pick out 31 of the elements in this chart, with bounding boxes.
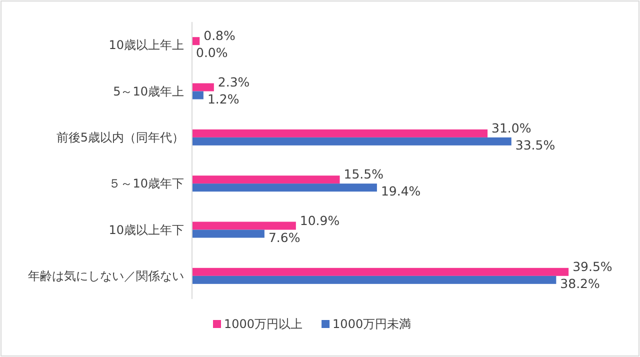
bar (192, 230, 264, 238)
legend-label: 1000万円未満 (332, 317, 412, 331)
data-label: 7.6% (268, 230, 300, 245)
data-label: 19.4% (380, 184, 421, 199)
data-label: 39.5% (572, 258, 612, 274)
bar (192, 268, 569, 276)
bar (192, 91, 204, 100)
data-label: 0.8% (204, 28, 236, 44)
bar (192, 276, 556, 284)
data-label: 15.5% (344, 166, 384, 182)
bar (192, 37, 200, 46)
bar (192, 222, 296, 230)
bar (192, 137, 512, 146)
data-label: 38.2% (560, 276, 600, 291)
bar (192, 83, 214, 92)
data-label: 31.0% (492, 120, 532, 136)
y-tick-label: 前後5歳以内（同年代） (56, 130, 184, 144)
y-tick-label: 5～10歳年上 (113, 84, 184, 98)
data-label: 1.2% (207, 91, 240, 106)
data-label: 10.9% (300, 212, 340, 228)
y-tick-label: 10歳以上年下 (108, 222, 184, 237)
y-tick-label: 年齢は気にしない／関係ない (28, 268, 184, 283)
data-label: 33.5% (515, 137, 556, 152)
data-label: 0.0% (196, 45, 228, 60)
bar (192, 184, 377, 192)
y-tick-label: ５～10歳年下 (108, 176, 184, 191)
legend-label: 1000万円以上 (224, 317, 303, 331)
bar (192, 129, 488, 138)
y-tick-label: 10歳以上年上 (108, 38, 184, 52)
bar (192, 176, 340, 184)
data-label: 2.3% (218, 74, 250, 90)
